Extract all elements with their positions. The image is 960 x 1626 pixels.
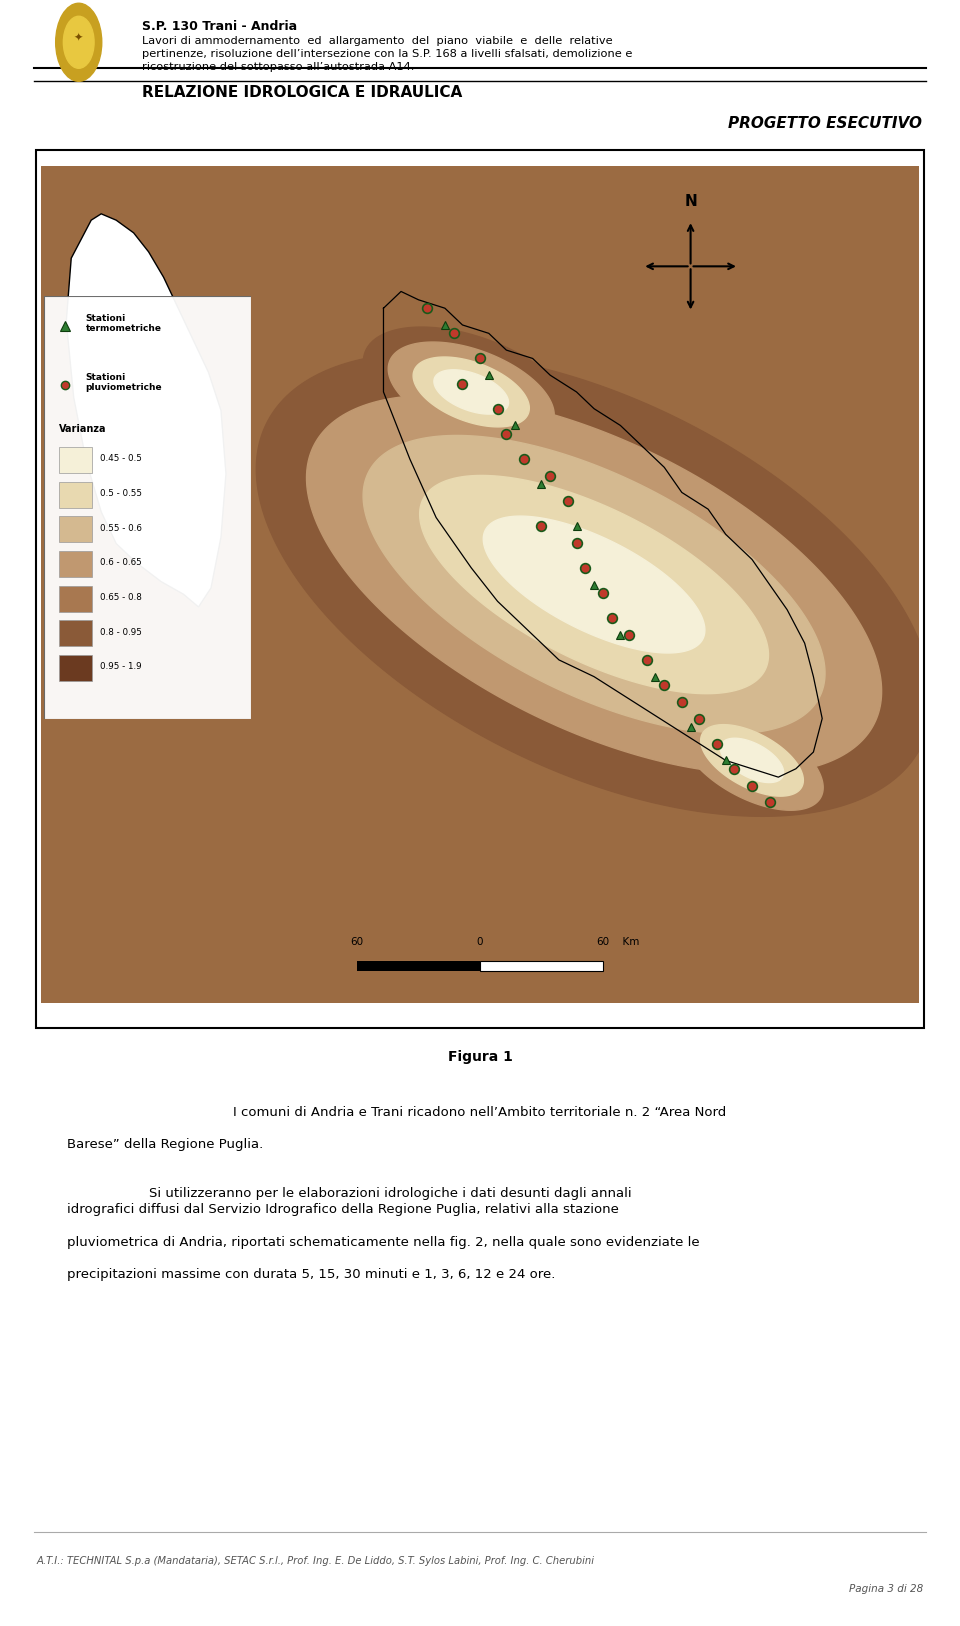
Bar (59, 481, 91, 507)
Polygon shape (306, 395, 881, 774)
Text: 60: 60 (350, 937, 364, 946)
Text: precipitazioni massime con durata 5, 15, 30 minuti e 1, 3, 6, 12 e 24 ore.: precipitazioni massime con durata 5, 15,… (67, 1268, 556, 1281)
Bar (357, 961, 480, 971)
Text: 0: 0 (477, 937, 483, 946)
Text: N: N (684, 195, 697, 210)
Text: 60: 60 (596, 937, 610, 946)
Text: 0.6 - 0.65: 0.6 - 0.65 (100, 558, 142, 567)
Circle shape (63, 16, 94, 68)
Polygon shape (483, 515, 705, 654)
Bar (59, 655, 91, 681)
Text: 0.8 - 0.95: 0.8 - 0.95 (100, 628, 142, 636)
Polygon shape (66, 215, 226, 606)
Polygon shape (363, 327, 579, 457)
Text: Varianza: Varianza (59, 424, 107, 434)
Polygon shape (681, 711, 823, 810)
Text: 0.45 - 0.5: 0.45 - 0.5 (100, 454, 142, 463)
Polygon shape (720, 738, 783, 782)
Polygon shape (420, 475, 769, 694)
Text: ✦: ✦ (74, 33, 84, 42)
Text: Figura 1: Figura 1 (447, 1050, 513, 1065)
Text: Si utilizzeranno per le elaborazioni idrologiche i dati desunti dagli annali: Si utilizzeranno per le elaborazioni idr… (149, 1187, 632, 1200)
Text: 0.5 - 0.55: 0.5 - 0.55 (100, 489, 142, 498)
Bar (59, 585, 91, 611)
Polygon shape (701, 725, 804, 797)
Bar (36, 150, 924, 1028)
Polygon shape (388, 341, 554, 442)
Text: PROGETTO ESECUTIVO: PROGETTO ESECUTIVO (728, 115, 922, 132)
Text: pluviometrica di Andria, riportati schematicamente nella fig. 2, nella quale son: pluviometrica di Andria, riportati schem… (67, 1236, 700, 1249)
Text: RELAZIONE IDROLOGICA E IDRAULICA: RELAZIONE IDROLOGICA E IDRAULICA (142, 85, 463, 101)
Text: Km: Km (616, 937, 639, 946)
Text: Barese” della Regione Puglia.: Barese” della Regione Puglia. (67, 1138, 263, 1151)
Text: Stationi
pluviometriche: Stationi pluviometriche (85, 372, 162, 392)
Polygon shape (363, 436, 825, 733)
Bar (59, 551, 91, 577)
Text: ricostruzione del sottopasso all’autostrada A14.: ricostruzione del sottopasso all’autostr… (142, 62, 415, 72)
Text: Lavori di ammodernamento  ed  allargamento  del  piano  viabile  e  delle  relat: Lavori di ammodernamento ed allargamento… (142, 36, 612, 46)
Polygon shape (256, 353, 932, 816)
Text: 0.55 - 0.6: 0.55 - 0.6 (100, 524, 142, 533)
Text: A.T.I.: TECHNITAL S.p.a (Mandataria), SETAC S.r.l., Prof. Ing. E. De Liddo, S.T.: A.T.I.: TECHNITAL S.p.a (Mandataria), SE… (36, 1556, 594, 1566)
Text: Stationi
termometriche: Stationi termometriche (85, 314, 161, 333)
Bar (59, 515, 91, 543)
Bar (480, 961, 603, 971)
Text: Pagina 3 di 28: Pagina 3 di 28 (850, 1584, 924, 1593)
Polygon shape (413, 358, 529, 428)
Text: I comuni di Andria e Trani ricadono nell’Ambito territoriale n. 2 “Area Nord: I comuni di Andria e Trani ricadono nell… (233, 1106, 727, 1119)
Text: 0.65 - 0.8: 0.65 - 0.8 (100, 593, 142, 602)
Text: S.P. 130 Trani - Andria: S.P. 130 Trani - Andria (142, 20, 298, 33)
Text: 0.95 - 1.9: 0.95 - 1.9 (100, 662, 141, 672)
Circle shape (56, 3, 102, 81)
Polygon shape (434, 369, 509, 415)
Bar (59, 620, 91, 647)
Text: pertinenze, risoluzione dell’intersezione con la S.P. 168 a livelli sfalsati, de: pertinenze, risoluzione dell’intersezion… (142, 49, 633, 59)
Bar (59, 447, 91, 473)
Text: idrografici diffusi dal Servizio Idrografico della Regione Puglia, relativi alla: idrografici diffusi dal Servizio Idrogra… (67, 1203, 619, 1216)
